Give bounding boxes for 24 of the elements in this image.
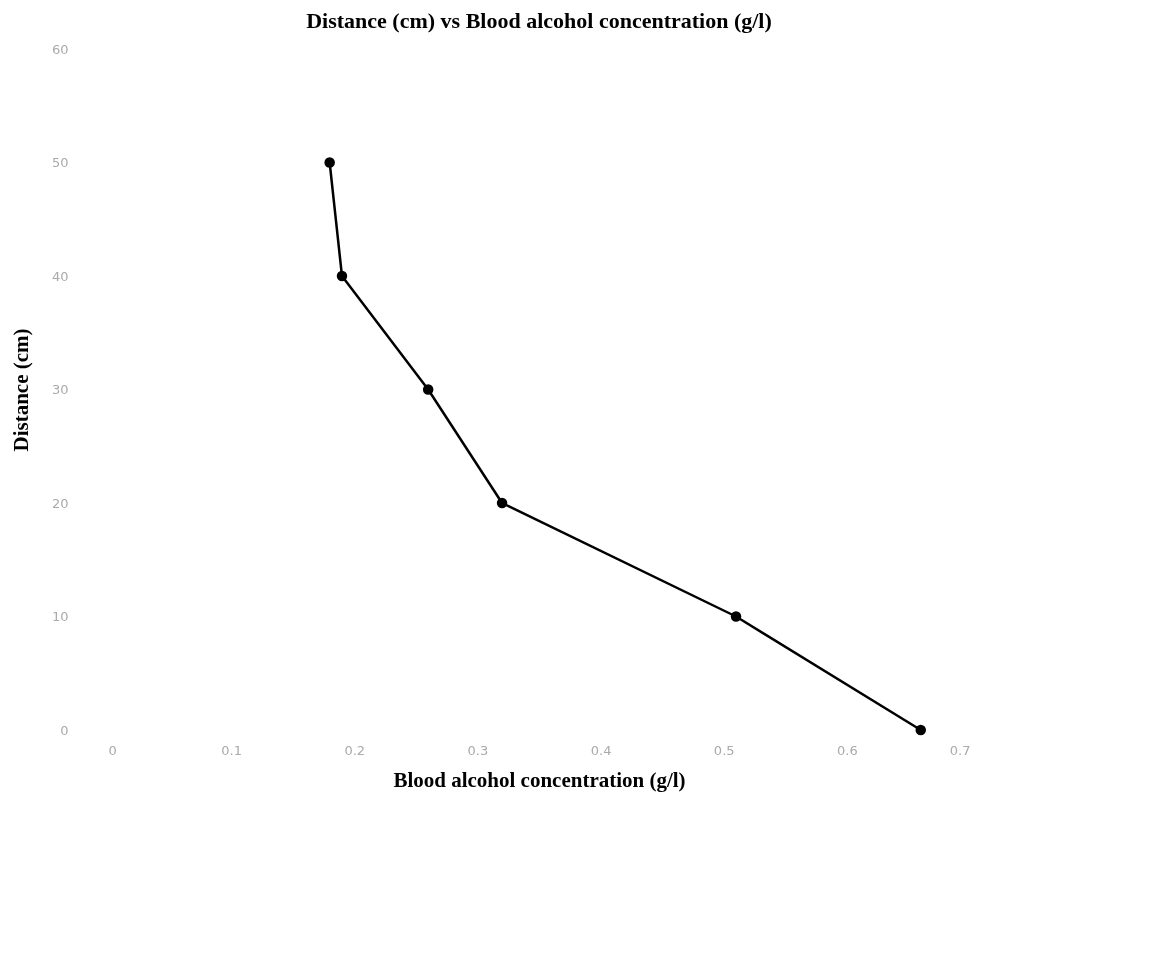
- y-tick-label: 10: [51, 609, 69, 624]
- x-tick-label: 0.4: [590, 742, 612, 758]
- x-tick-label: 0.3: [467, 742, 489, 758]
- point: [915, 724, 926, 736]
- x-tick-label: 0.6: [837, 742, 858, 758]
- y-tick-label: 30: [51, 382, 69, 397]
- point: [324, 157, 335, 168]
- x-tick-label: 0: [108, 742, 117, 758]
- point: [496, 497, 508, 509]
- x-tick-label: 0.1: [221, 742, 242, 758]
- y-tick-label: 40: [51, 268, 69, 284]
- y-tick-label: 20: [51, 495, 69, 511]
- y-tick-label: 0: [60, 722, 69, 738]
- point: [422, 384, 434, 395]
- chart-title: Distance (cm) vs Blood alcohol concentration (g/l): [306, 8, 772, 33]
- point: [730, 611, 742, 622]
- x-axis-title: Blood alcohol concentration (g/l): [393, 767, 686, 792]
- point: [336, 270, 348, 282]
- y-tick-label: 60: [51, 41, 69, 57]
- x-tick-label: 0.7: [949, 742, 971, 758]
- y-tick-label: 50: [51, 155, 69, 170]
- x-tick-label: 0.5: [713, 742, 735, 758]
- y-axis-title: Distance (cm): [8, 328, 33, 452]
- x-tick-label: 0.2: [344, 742, 366, 758]
